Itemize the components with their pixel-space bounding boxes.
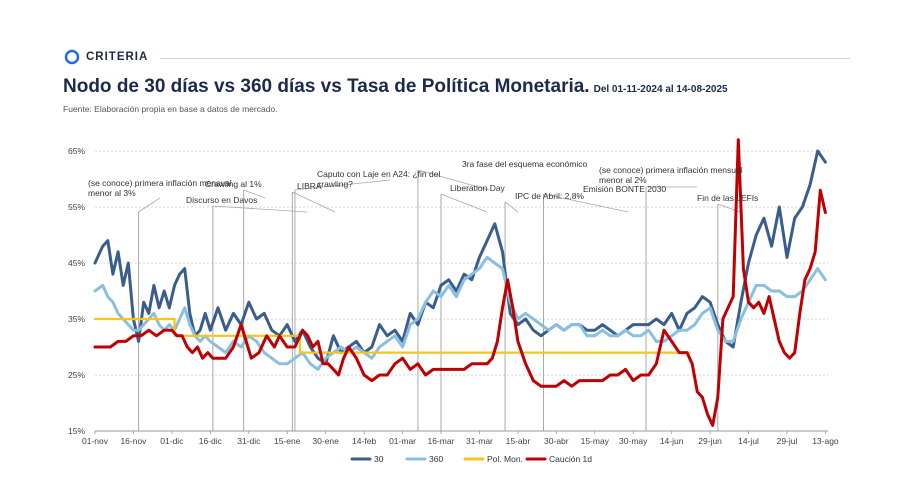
x-tick-label: 15-ene (274, 436, 301, 446)
annotation-line: Fin de las LEFIs (697, 193, 758, 203)
x-tick-label: 13-ago (812, 436, 839, 446)
x-tick-label: 29-jul (777, 436, 798, 446)
chart-legend: 30 360 Pol. Mon. Caución 1d (350, 454, 592, 464)
annotation-label: (se conoce) primera inflación mensual men… (599, 165, 743, 185)
brand-name: CRITERIA (86, 51, 149, 63)
annotation-line: IPC de Abril: 2,8% (515, 191, 584, 201)
x-tick-label: 14-jul (738, 436, 759, 446)
legend-label: Pol. Mon. (487, 454, 523, 464)
series-line-pol-mon- (93, 317, 691, 354)
x-axis: 01-nov 16-nov 01-dic 16-dic 31-dic 15-ene 30-e… (82, 430, 839, 446)
annotation-connector (243, 189, 266, 199)
annotation-connector (504, 201, 519, 213)
annotation-label: Crawling al 1% (205, 179, 262, 189)
annotation-connector (212, 205, 308, 213)
annotation-label: Liberation Day (450, 183, 506, 193)
x-tick-label: 16-nov (120, 436, 147, 446)
annotation-line: Liberation Day (450, 183, 506, 193)
chart-title: Nodo de 30 días vs 360 días vs Tasa de P… (63, 76, 590, 97)
x-tick-label: 30-may (619, 436, 648, 446)
x-tick-label: 14-feb (352, 436, 376, 446)
annotation-connector (440, 193, 488, 213)
y-axis: 15% 25% 35% 45% 55% 65% (68, 146, 85, 436)
annotation-label: (se conoce) primera inflación mensual men… (88, 178, 232, 198)
legend-label: 360 (429, 454, 443, 464)
x-tick-label: 14-jun (660, 436, 684, 446)
chart-series (93, 138, 827, 427)
annotation-line: Caputo con Laje en A24: ¿fin del (317, 169, 440, 179)
annotation-line: Crawling al 1% (205, 179, 262, 189)
x-tick-label: 16-mar (428, 436, 455, 446)
annotation-connector (292, 191, 336, 213)
annotation-line: 3ra fase del esquema económico (462, 159, 587, 169)
y-tick-label: 15% (68, 426, 85, 436)
y-tick-label: 45% (68, 258, 85, 268)
x-tick-label: 15-abr (506, 436, 531, 446)
x-tick-label: 31-dic (237, 436, 261, 446)
annotation-line: menor al 2% (599, 175, 647, 185)
chart-date-range: Del 01-11-2024 al 14-08-2025 (593, 84, 728, 95)
x-tick-label: 30-abr (544, 436, 569, 446)
annotation-line: (se conoce) primera inflación mensual (599, 165, 743, 175)
series-line-360 (93, 255, 827, 371)
x-tick-label: 30-ene (312, 436, 339, 446)
criteria-logo-icon (64, 49, 80, 65)
x-tick-label: 15-may (581, 436, 610, 446)
annotation-line: Emisión BONTE 2030 (583, 184, 666, 194)
y-tick-label: 25% (68, 370, 85, 380)
x-tick-label: 29-jun (698, 436, 722, 446)
x-tick-label: 16-dic (199, 436, 223, 446)
annotation-connector (294, 179, 391, 191)
y-tick-label: 65% (68, 146, 85, 156)
annotation-connector (417, 169, 490, 191)
annotation-connector (138, 197, 161, 213)
header-divider (160, 58, 850, 59)
series-line-30 (93, 149, 827, 366)
annotation-label: 3ra fase del esquema económico (462, 159, 587, 169)
annotation-label: Caputo con Laje en A24: ¿fin del crawling… (317, 169, 440, 189)
annotation-line: LIBRA (297, 181, 322, 191)
annotation-label: Fin de las LEFIs (697, 193, 758, 203)
x-tick-label: 01-nov (82, 436, 109, 446)
annotation-connector (543, 193, 629, 213)
annotation-line: crawling? (317, 179, 353, 189)
annotation-label: Emisión BONTE 2030 (583, 184, 666, 194)
x-tick-label: 01-mar (389, 436, 416, 446)
y-tick-label: 55% (68, 202, 85, 212)
annotation-line: menor al 3% (88, 188, 136, 198)
annotation-label: LIBRA (297, 181, 322, 191)
chart-source: Fuente: Elaboración propia en base a dat… (63, 104, 278, 114)
x-tick-label: 31-mar (466, 436, 493, 446)
annotation-line: (se conoce) primera inflación mensual (88, 178, 232, 188)
title-row: Nodo de 30 días vs 360 días vs Tasa de P… (63, 76, 728, 98)
chart-annotations: (se conoce) primera inflación mensual men… (88, 159, 758, 205)
legend-label: Caución 1d (549, 454, 592, 464)
x-tick-label: 01-dic (160, 436, 184, 446)
y-tick-label: 35% (68, 314, 85, 324)
annotation-line: Discurso en Davos (186, 195, 257, 205)
annotation-label: Discurso en Davos (186, 195, 257, 205)
series-line-cauci-n-1d (93, 138, 827, 427)
brand-logo: CRITERIA (64, 49, 148, 65)
annotation-leaders (138, 169, 741, 431)
annotation-label: IPC de Abril: 2,8% (515, 191, 584, 201)
legend-label: 30 (374, 454, 384, 464)
